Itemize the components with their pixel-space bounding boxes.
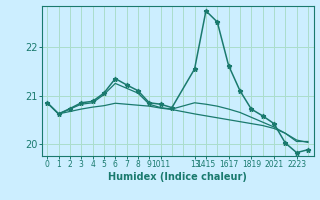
X-axis label: Humidex (Indice chaleur): Humidex (Indice chaleur) xyxy=(108,172,247,182)
